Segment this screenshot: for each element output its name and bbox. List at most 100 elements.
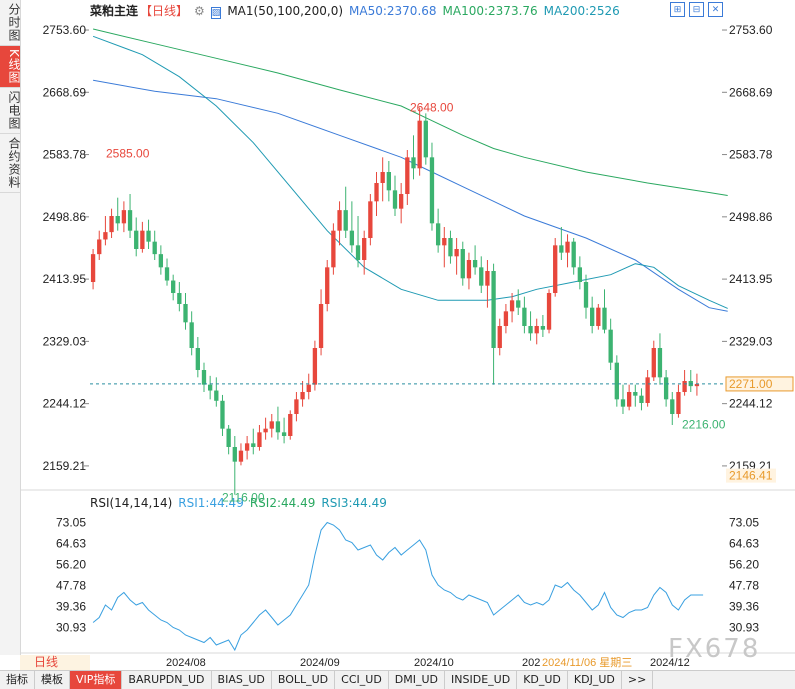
ma50-value: MA50:2370.68 bbox=[349, 4, 437, 18]
ma100-line bbox=[92, 28, 728, 196]
tab-cci[interactable]: CCI_UD bbox=[335, 671, 389, 689]
candle-body bbox=[325, 267, 330, 304]
candle-body bbox=[442, 238, 447, 246]
candle-body bbox=[670, 399, 675, 414]
tab-indicators[interactable]: 指标 bbox=[0, 671, 35, 689]
candle-body bbox=[201, 370, 207, 385]
rsi-tick-label-right: 64.63 bbox=[729, 536, 759, 550]
candle-body bbox=[337, 210, 342, 231]
tab-bias[interactable]: BIAS_UD bbox=[212, 671, 272, 689]
tab-kline[interactable]: K线图 bbox=[0, 46, 21, 88]
candle-body bbox=[244, 443, 250, 451]
y-tick-label: 2498.86 bbox=[43, 210, 87, 224]
tab-boll[interactable]: BOLL_UD bbox=[272, 671, 336, 689]
tab-dmi[interactable]: DMI_UD bbox=[389, 671, 446, 689]
candle-body bbox=[281, 432, 287, 436]
expand-icon[interactable]: ⊞ bbox=[670, 2, 685, 17]
settings-icon[interactable]: ⚙ bbox=[194, 4, 205, 18]
candle-body bbox=[417, 120, 422, 169]
y-tick-label-right: 2583.78 bbox=[729, 148, 773, 162]
rsi-tick-label: 30.93 bbox=[56, 621, 86, 635]
candle-body bbox=[485, 271, 490, 286]
candle-body bbox=[275, 421, 281, 433]
y-tick-label: 2583.78 bbox=[43, 148, 87, 162]
current-price-box bbox=[725, 376, 794, 392]
candle-body bbox=[516, 300, 521, 308]
candle-body bbox=[232, 447, 237, 462]
candle-body bbox=[220, 400, 225, 429]
ma200-line bbox=[92, 35, 728, 309]
candle-body bbox=[663, 377, 669, 400]
low-annotation-2: 2216.00 bbox=[682, 417, 726, 431]
candle-body bbox=[343, 210, 348, 231]
collapse-icon[interactable]: ⊟ bbox=[689, 2, 704, 17]
candle-body bbox=[158, 254, 164, 268]
ma-indicator-name: MA1(50,100,200,0) bbox=[227, 4, 344, 18]
candle-body bbox=[466, 260, 472, 279]
candle-body bbox=[318, 304, 324, 348]
candle-body bbox=[207, 384, 213, 391]
tab-kdj[interactable]: KDJ_UD bbox=[568, 671, 622, 689]
candle-body bbox=[121, 210, 127, 224]
y-tick-label-right: 2498.86 bbox=[729, 210, 773, 224]
candle-body bbox=[90, 254, 96, 282]
candle-body bbox=[435, 223, 441, 246]
candle-body bbox=[331, 230, 336, 268]
tab-barupdn[interactable]: BARUPDN_UD bbox=[122, 671, 212, 689]
period-label[interactable]: 日线 bbox=[20, 655, 90, 670]
ma50-line bbox=[93, 79, 728, 312]
y-tick-label-right: 2159.21 bbox=[729, 459, 773, 473]
rsi-tick-label: 56.20 bbox=[56, 558, 86, 572]
y-tick-label-right: 2244.12 bbox=[729, 397, 773, 411]
tab-flash[interactable]: 闪电图 bbox=[0, 88, 21, 134]
candle-body bbox=[195, 348, 200, 370]
candle-body bbox=[226, 428, 231, 447]
candle-body bbox=[503, 311, 509, 326]
candle-body bbox=[251, 443, 256, 447]
x-tick-label: 2024/11/06 星期三 bbox=[542, 656, 632, 669]
tab-timeshare[interactable]: 分时图 bbox=[0, 0, 21, 46]
candle-body bbox=[676, 392, 681, 414]
y-tick-label-right: 2329.03 bbox=[729, 334, 773, 348]
candle-body bbox=[565, 241, 570, 253]
tab-more[interactable]: >> bbox=[622, 671, 654, 689]
rsi-tick-label-right: 73.05 bbox=[729, 515, 759, 529]
rsi-name: RSI(14,14,14) bbox=[90, 496, 173, 510]
close-icon[interactable]: ✕ bbox=[708, 2, 723, 17]
y-tick-label: 2244.12 bbox=[43, 397, 87, 411]
candle-body bbox=[164, 267, 170, 281]
tab-contract-info[interactable]: 合约资料 bbox=[0, 134, 21, 193]
candle-body bbox=[263, 428, 268, 433]
candle-body bbox=[546, 293, 552, 330]
candle-body bbox=[682, 381, 687, 392]
high-annotation-1: 2585.00 bbox=[106, 147, 150, 161]
candle-body bbox=[522, 307, 527, 326]
tab-inside[interactable]: INSIDE_UD bbox=[445, 671, 518, 689]
watermark-logo: FX678 bbox=[668, 634, 761, 664]
high-annotation-2: 2648.00 bbox=[410, 100, 454, 114]
y-tick-label-right: 2413.95 bbox=[729, 272, 773, 286]
candle-body bbox=[694, 383, 700, 387]
tab-vip-indicators[interactable]: VIP指标 bbox=[70, 671, 123, 689]
rsi-tick-label: 73.05 bbox=[56, 515, 86, 529]
rsi-tick-label-right: 47.78 bbox=[729, 579, 759, 593]
candle-body bbox=[540, 326, 546, 330]
candle-body bbox=[115, 216, 120, 224]
candle-body bbox=[127, 210, 133, 231]
candle-body bbox=[423, 120, 428, 158]
rsi1-value: RSI1:44.49 bbox=[178, 496, 244, 510]
rsi-tick-label-right: 30.93 bbox=[729, 621, 759, 635]
period-selector[interactable]: 【日线】 bbox=[140, 4, 189, 18]
candle-body bbox=[639, 395, 644, 403]
candle-body bbox=[269, 421, 274, 429]
candle-body bbox=[534, 326, 539, 334]
chart-type-icon[interactable]: ▨ bbox=[210, 7, 222, 19]
candle-body bbox=[306, 384, 311, 392]
candle-body bbox=[152, 241, 157, 255]
tab-templates[interactable]: 模板 bbox=[35, 671, 70, 689]
tab-kd[interactable]: KD_UD bbox=[517, 671, 568, 689]
x-tick-label: 2024/08 bbox=[166, 657, 206, 669]
candle-body bbox=[688, 381, 693, 387]
y-tick-label-right: 2668.69 bbox=[729, 85, 773, 99]
